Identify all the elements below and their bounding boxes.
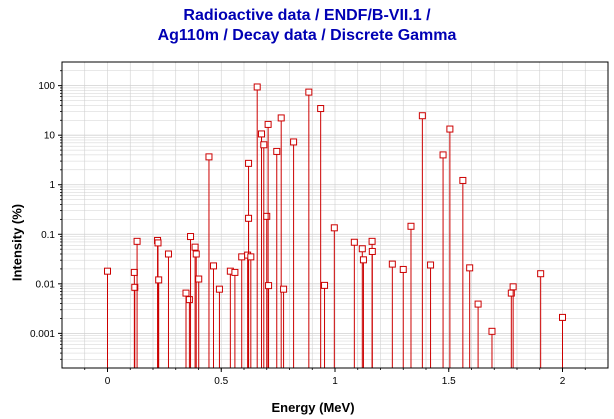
- data-point: [418, 112, 426, 120]
- chart-title-line-2: Ag110m / Decay data / Discrete Gamma: [157, 27, 457, 44]
- data-point: [537, 270, 545, 278]
- data-point: [559, 313, 566, 321]
- data-point: [258, 130, 266, 138]
- data-point: [245, 159, 253, 167]
- data-point: [368, 247, 376, 255]
- data-point: [231, 268, 239, 276]
- data-point: [388, 260, 396, 268]
- data-point: [358, 245, 366, 253]
- data-point: [277, 114, 285, 122]
- data-point: [474, 300, 482, 308]
- data-point: [260, 141, 268, 149]
- data-point: [280, 285, 288, 293]
- x-tick-label: 2: [560, 376, 566, 387]
- data-point: [330, 224, 338, 232]
- data-point: [104, 267, 111, 275]
- data-point: [238, 253, 246, 261]
- y-tick-label: 0.01: [36, 279, 56, 290]
- data-point: [305, 88, 313, 96]
- data-point: [466, 264, 474, 272]
- data-point: [253, 83, 261, 91]
- y-tick-label: 0.001: [30, 329, 55, 340]
- data-point: [317, 105, 325, 113]
- data-point: [509, 283, 517, 291]
- data-point: [131, 283, 139, 291]
- data-point: [195, 275, 203, 283]
- data-point: [154, 239, 162, 247]
- data-series: [104, 83, 566, 368]
- data-point: [407, 222, 415, 230]
- data-point: [488, 327, 496, 335]
- data-point: [245, 214, 253, 222]
- data-point: [439, 151, 447, 159]
- y-tick-label: 100: [38, 81, 55, 92]
- data-point: [215, 285, 223, 293]
- data-point: [321, 281, 329, 289]
- axis-ticks: 0 0.5 1 1.5 2 0.001 0.01 0.1 1 10 100: [30, 70, 586, 387]
- data-point: [264, 120, 272, 128]
- data-point: [399, 265, 407, 273]
- plot-frame: [61, 61, 609, 369]
- data-point: [130, 268, 138, 276]
- x-tick-label: 1.5: [442, 376, 456, 387]
- data-point: [446, 125, 454, 133]
- data-point: [247, 253, 255, 261]
- data-point: [185, 296, 193, 304]
- y-tick-label: 10: [44, 131, 56, 142]
- data-point: [155, 276, 163, 284]
- x-tick-label: 0.5: [214, 376, 228, 387]
- data-point: [191, 243, 199, 251]
- data-point: [368, 237, 376, 245]
- data-point: [210, 262, 218, 270]
- data-point: [205, 153, 213, 161]
- data-point: [427, 261, 435, 269]
- data-point: [182, 289, 190, 297]
- data-point: [350, 238, 358, 246]
- grid-lines: [62, 62, 608, 368]
- data-point: [273, 147, 281, 155]
- y-tick-label: 0.1: [41, 230, 55, 241]
- data-point: [263, 212, 271, 220]
- data-point: [164, 250, 172, 258]
- data-point: [359, 256, 367, 264]
- data-point: [133, 237, 141, 245]
- y-tick-label: 1: [49, 180, 55, 191]
- data-point: [192, 250, 200, 258]
- x-tick-label: 1: [332, 376, 338, 387]
- chart-title-line-1: Radioactive data / ENDF/B-VII.1 /: [183, 7, 431, 24]
- x-tick-label: 0: [105, 376, 111, 387]
- data-point: [265, 282, 273, 290]
- data-point: [459, 176, 467, 184]
- data-point: [187, 233, 195, 241]
- data-point: [290, 138, 298, 146]
- x-axis-label: Energy (MeV): [271, 400, 355, 415]
